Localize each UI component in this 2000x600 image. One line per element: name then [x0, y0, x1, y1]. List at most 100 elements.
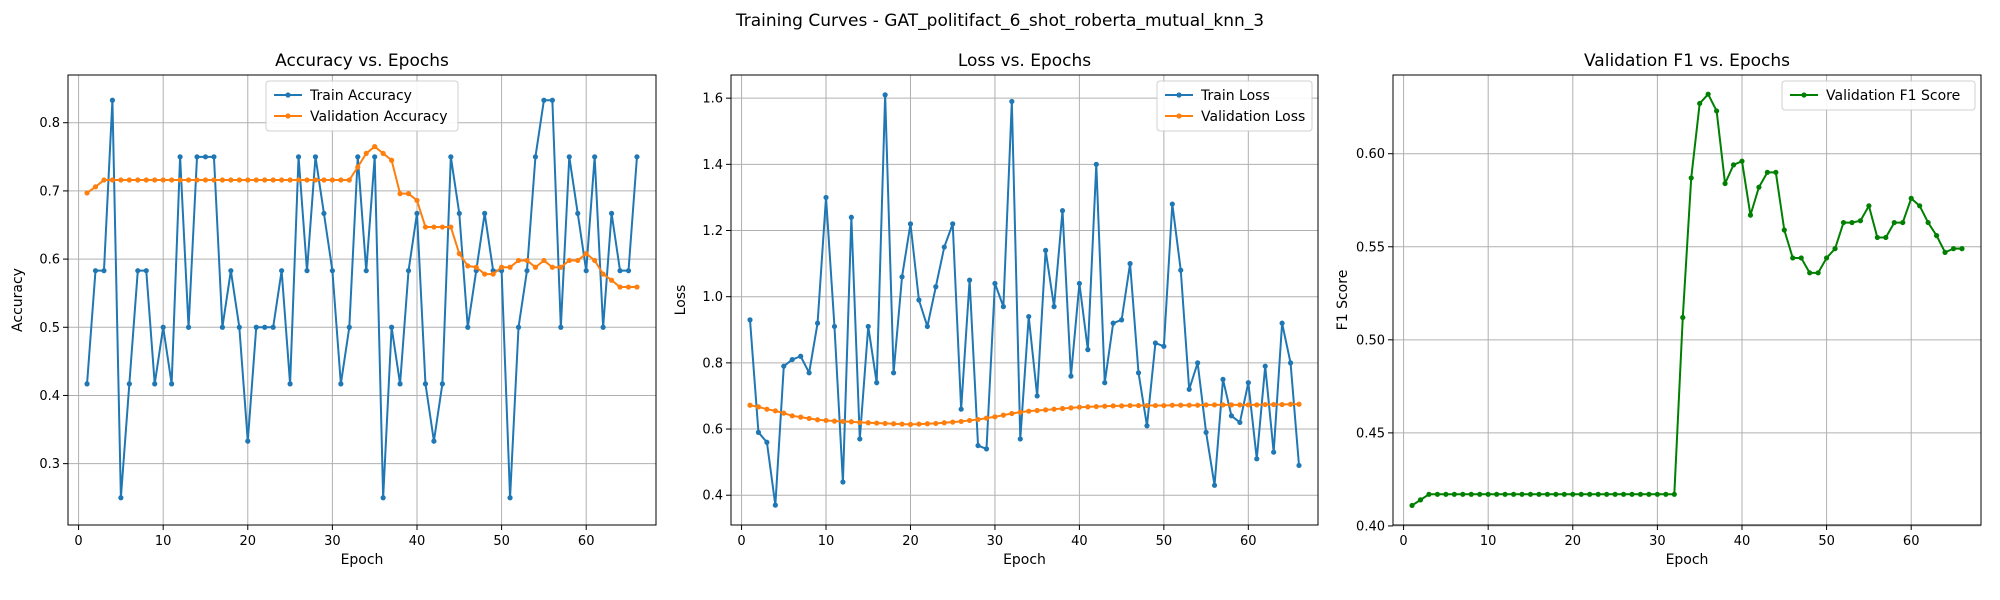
x-tick-label: 0 — [1399, 534, 1407, 549]
data-point — [1068, 373, 1074, 379]
data-point — [882, 420, 888, 427]
data-point — [1587, 491, 1593, 497]
data-point — [1443, 491, 1449, 497]
data-point — [1832, 246, 1838, 252]
data-point — [456, 251, 462, 257]
data-point — [1287, 401, 1294, 407]
data-point — [747, 402, 753, 408]
data-point — [1637, 491, 1644, 497]
data-point — [1271, 401, 1277, 408]
legend-marker — [1176, 113, 1182, 119]
loss-chart: 0 10 20 30 40 50 60 0.4 0.6 0.8 1.0 1.2 1.4 1.6 Loss v… — [673, 51, 1319, 568]
data-point — [1178, 402, 1184, 408]
data-point — [431, 438, 437, 444]
data-point — [1186, 402, 1192, 408]
data-point — [634, 154, 640, 160]
x-tick-label: 20 — [1565, 534, 1582, 549]
data-point — [1178, 267, 1184, 273]
series-train-loss — [747, 92, 1302, 508]
data-point — [1245, 380, 1251, 386]
data-point — [823, 417, 829, 424]
data-point — [916, 297, 922, 303]
y-tick-label: 0.60 — [1356, 147, 1385, 162]
data-point — [1203, 429, 1209, 435]
data-point — [1891, 219, 1897, 226]
data-point — [1815, 270, 1821, 276]
data-point — [1169, 402, 1175, 408]
data-point — [916, 421, 922, 427]
y-tick-label: 0.8 — [702, 356, 723, 371]
data-point — [1034, 407, 1040, 414]
data-point — [789, 413, 795, 419]
data-point — [1144, 402, 1150, 409]
data-point — [414, 210, 420, 217]
data-point — [389, 324, 395, 330]
data-point — [1271, 449, 1277, 455]
data-point — [541, 257, 547, 264]
data-point — [515, 324, 522, 330]
data-point — [1688, 175, 1694, 181]
data-point — [219, 177, 226, 183]
y-tick-label: 0.50 — [1356, 333, 1385, 348]
y-tick-label: 1.2 — [702, 224, 723, 239]
data-point — [549, 97, 555, 103]
data-point — [1764, 169, 1770, 175]
data-point — [1739, 158, 1745, 164]
data-point — [1110, 403, 1116, 409]
data-point — [874, 380, 880, 386]
data-point — [1494, 491, 1500, 497]
data-point — [1102, 403, 1108, 409]
data-point — [143, 177, 149, 183]
x-tick-label: 30 — [1649, 534, 1666, 549]
data-point — [755, 429, 762, 435]
data-point — [583, 268, 589, 274]
x-tick-label: 0 — [74, 534, 82, 549]
data-point — [950, 419, 956, 425]
data-point — [1612, 491, 1618, 497]
data-point — [422, 224, 429, 230]
legend-marker — [1801, 92, 1807, 98]
data-point — [507, 495, 513, 501]
accuracy-chart: 0 10 20 30 40 50 60 0.3 0.4 0.5 0.6 0.7 0.8 Accuracy … — [10, 51, 657, 568]
data-point — [1485, 491, 1491, 497]
data-point — [1959, 246, 1965, 252]
data-point — [194, 154, 200, 160]
accuracy-grid — [68, 75, 656, 525]
data-point — [1152, 340, 1159, 346]
legend-marker — [1176, 92, 1182, 98]
data-point — [279, 177, 285, 183]
data-point — [772, 502, 778, 508]
data-point — [890, 421, 897, 427]
data-point — [236, 324, 242, 330]
x-tick-label: 0 — [737, 534, 745, 549]
data-point — [1102, 380, 1108, 386]
loss-axes-frame — [730, 74, 1319, 526]
y-tick-label: 0.55 — [1356, 240, 1385, 255]
data-point — [109, 97, 116, 103]
data-point — [933, 284, 939, 290]
data-point — [1874, 234, 1880, 241]
data-point — [1051, 406, 1057, 412]
data-point — [772, 408, 778, 414]
y-tick-label: 0.8 — [39, 116, 60, 131]
data-point — [236, 177, 242, 183]
data-point — [1705, 91, 1711, 97]
data-point — [1857, 218, 1864, 224]
y-tick-label: 1.0 — [702, 290, 723, 305]
data-point — [798, 414, 804, 420]
data-point — [882, 92, 888, 98]
legend-marker — [285, 92, 291, 98]
data-point — [1434, 491, 1441, 497]
data-point — [338, 177, 344, 183]
data-point — [1110, 320, 1116, 326]
data-point — [1009, 410, 1015, 417]
data-point — [764, 439, 770, 445]
data-point — [439, 381, 445, 387]
data-point — [1578, 491, 1584, 497]
data-point — [473, 264, 479, 270]
data-point — [245, 438, 251, 444]
y-tick-label: 0.3 — [39, 457, 60, 472]
data-point — [608, 210, 615, 217]
data-point — [1680, 314, 1686, 321]
data-point — [789, 356, 795, 363]
